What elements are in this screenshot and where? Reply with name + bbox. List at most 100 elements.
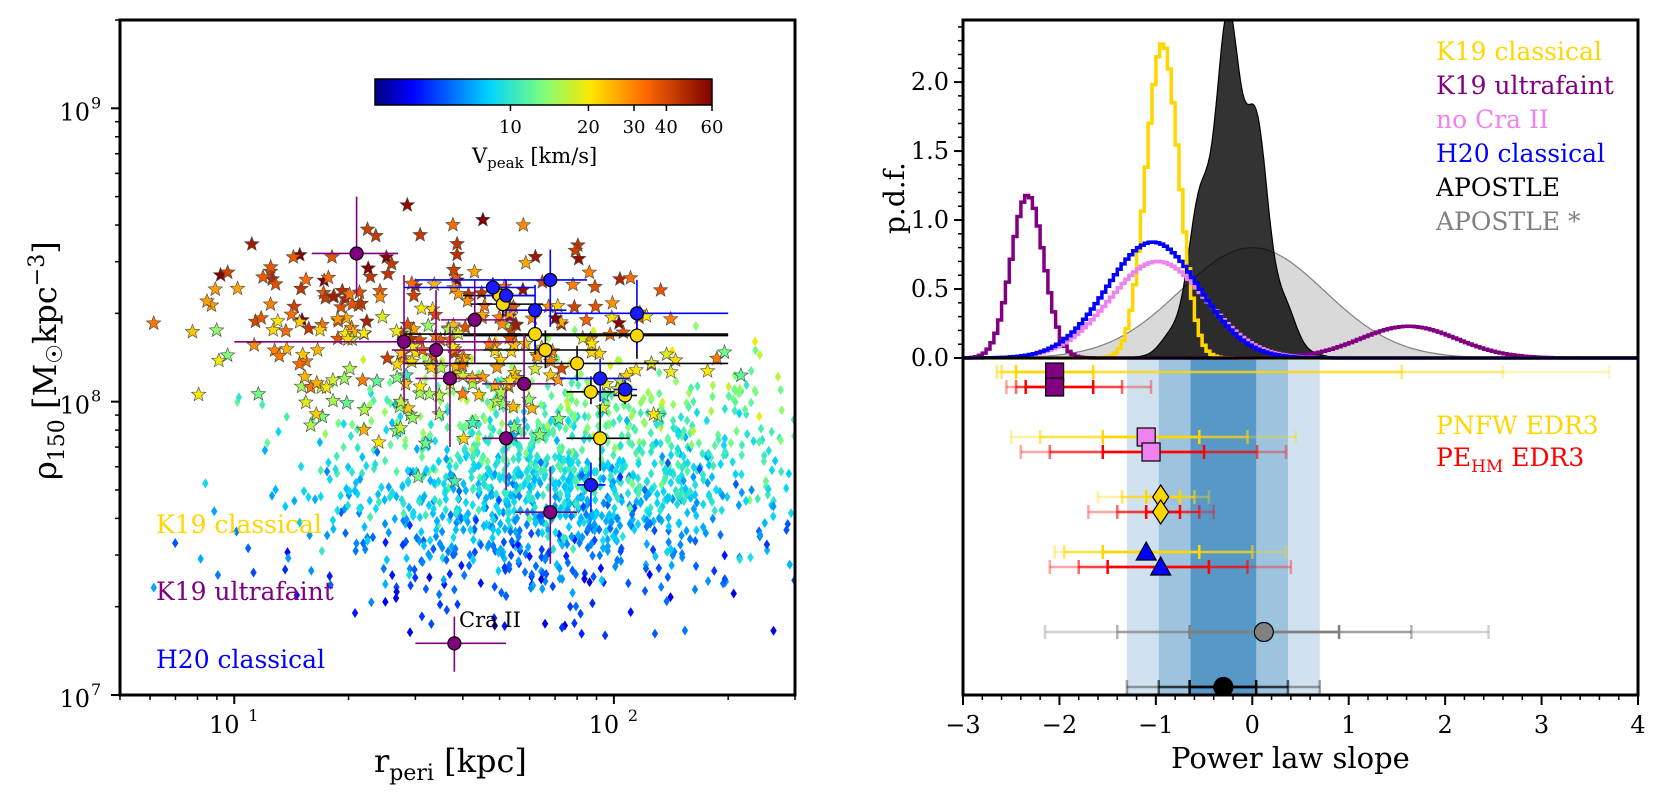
sim-subhalo-diamond bbox=[669, 550, 676, 561]
sim-subhalo-diamond bbox=[555, 452, 563, 463]
sim-subhalo-diamond bbox=[348, 467, 356, 478]
sim-subhalo-diamond bbox=[738, 469, 745, 480]
subhalo-star bbox=[431, 405, 448, 421]
sim-subhalo-diamond bbox=[480, 503, 487, 514]
sim-subhalo-diamond bbox=[571, 325, 578, 336]
sim-subhalo-diamond bbox=[659, 397, 666, 408]
sim-subhalo-diamond bbox=[567, 601, 574, 612]
sim-subhalo-diamond bbox=[611, 484, 618, 495]
sim-subhalo-diamond bbox=[556, 510, 564, 521]
subhalo-star bbox=[277, 322, 294, 338]
subhalo-star bbox=[542, 366, 559, 383]
sim-subhalo-diamond bbox=[704, 576, 712, 587]
sim-subhalo-diamond bbox=[651, 525, 658, 536]
sim-subhalo-diamond bbox=[235, 392, 243, 403]
sim-subhalo-diamond bbox=[563, 396, 571, 407]
subhalo-star bbox=[596, 386, 612, 403]
subhalo-star bbox=[243, 235, 260, 251]
sim-subhalo-diamond bbox=[770, 495, 777, 506]
sim-subhalo-diamond bbox=[504, 496, 511, 507]
sim-subhalo-diamond bbox=[297, 461, 305, 472]
sim-subhalo-diamond bbox=[644, 387, 652, 398]
sim-subhalo-diamond bbox=[172, 538, 179, 549]
sim-subhalo-diamond bbox=[599, 535, 607, 546]
sim-subhalo-diamond bbox=[584, 495, 591, 506]
sim-subhalo-diamond bbox=[575, 380, 582, 391]
subhalo-star bbox=[517, 254, 534, 270]
sim-subhalo-diamond bbox=[506, 507, 513, 518]
sim-subhalo-diamond bbox=[522, 549, 529, 560]
sim-subhalo-diamond bbox=[422, 584, 430, 595]
sim-subhalo-diamond bbox=[692, 561, 700, 572]
subhalo-star bbox=[354, 371, 371, 387]
sim-subhalo-diamond bbox=[653, 419, 660, 430]
sim-subhalo-diamond bbox=[771, 455, 779, 466]
subhalo-star bbox=[389, 369, 405, 385]
sim-subhalo-diamond bbox=[688, 439, 695, 450]
sim-subhalo-diamond bbox=[403, 514, 410, 525]
subhalo-star bbox=[358, 313, 375, 329]
sim-subhalo-diamond bbox=[514, 539, 522, 550]
sim-subhalo-diamond bbox=[690, 396, 697, 407]
sim-subhalo-diamond bbox=[371, 459, 379, 470]
sim-subhalo-diamond bbox=[517, 470, 525, 481]
sim-subhalo-diamond bbox=[381, 407, 389, 418]
sim-subhalo-diamond bbox=[400, 508, 407, 519]
sim-subhalo-diamond bbox=[616, 413, 623, 424]
sim-subhalo-diamond bbox=[444, 546, 452, 557]
sim-subhalo-diamond bbox=[543, 551, 550, 562]
sim-subhalo-diamond bbox=[632, 425, 639, 436]
legend-pnfw-edr3: PNFW EDR3 bbox=[1436, 411, 1599, 440]
sim-subhalo-diamond bbox=[264, 437, 271, 448]
sim-subhalo-diamond bbox=[505, 471, 513, 482]
sim-subhalo-diamond bbox=[385, 527, 392, 538]
sim-subhalo-diamond bbox=[684, 457, 691, 468]
sim-subhalo-diamond bbox=[399, 481, 406, 492]
sim-subhalo-diamond bbox=[580, 517, 588, 528]
sim-subhalo-diamond bbox=[670, 469, 677, 480]
sim-subhalo-diamond bbox=[429, 508, 437, 519]
sim-subhalo-diamond bbox=[597, 563, 605, 574]
sim-subhalo-diamond bbox=[654, 489, 661, 500]
sim-subhalo-diamond bbox=[440, 479, 448, 490]
x-tick-label: 10 bbox=[209, 711, 240, 739]
left-axes-frame bbox=[118, 18, 797, 697]
sim-subhalo-diamond bbox=[522, 495, 530, 506]
sim-subhalo-diamond bbox=[397, 411, 404, 422]
sim-subhalo-diamond bbox=[738, 450, 745, 461]
subhalo-star bbox=[336, 370, 353, 386]
sim-subhalo-diamond bbox=[532, 461, 540, 472]
sim-subhalo-diamond bbox=[462, 485, 470, 496]
sim-subhalo-diamond bbox=[641, 585, 649, 596]
sim-subhalo-diamond bbox=[647, 468, 655, 479]
subhalo-star bbox=[455, 430, 472, 446]
sim-subhalo-diamond bbox=[658, 582, 665, 593]
sim-subhalo-diamond bbox=[490, 613, 498, 624]
sim-subhalo-diamond bbox=[489, 489, 496, 500]
subhalo-star bbox=[262, 258, 279, 274]
sim-subhalo-diamond bbox=[515, 555, 522, 566]
sim-subhalo-diamond bbox=[404, 465, 411, 476]
subhalo-star bbox=[388, 322, 405, 338]
sim-subhalo-diamond bbox=[718, 505, 725, 516]
sim-subhalo-diamond bbox=[340, 442, 347, 453]
subhalo-star bbox=[566, 298, 583, 314]
sim-subhalo-diamond bbox=[578, 445, 586, 456]
sim-subhalo-diamond bbox=[631, 524, 638, 535]
sim-subhalo-diamond bbox=[711, 505, 718, 516]
sim-subhalo-diamond bbox=[610, 417, 617, 428]
subhalo-star bbox=[293, 280, 309, 296]
sim-subhalo-diamond bbox=[646, 487, 653, 498]
subhalo-star bbox=[229, 280, 246, 296]
sim-subhalo-diamond bbox=[707, 452, 715, 463]
sim-subhalo-diamond bbox=[557, 503, 564, 514]
subhalo-star bbox=[412, 226, 429, 242]
satellite-point bbox=[543, 505, 558, 520]
sim-subhalo-diamond bbox=[537, 399, 545, 410]
sim-subhalo-diamond bbox=[489, 533, 496, 544]
interval-band bbox=[1190, 358, 1257, 695]
sim-subhalo-diamond bbox=[659, 451, 666, 462]
sim-subhalo-diamond bbox=[551, 416, 558, 427]
colorbar-tick-label: 60 bbox=[701, 117, 724, 138]
subhalo-star bbox=[450, 285, 467, 301]
